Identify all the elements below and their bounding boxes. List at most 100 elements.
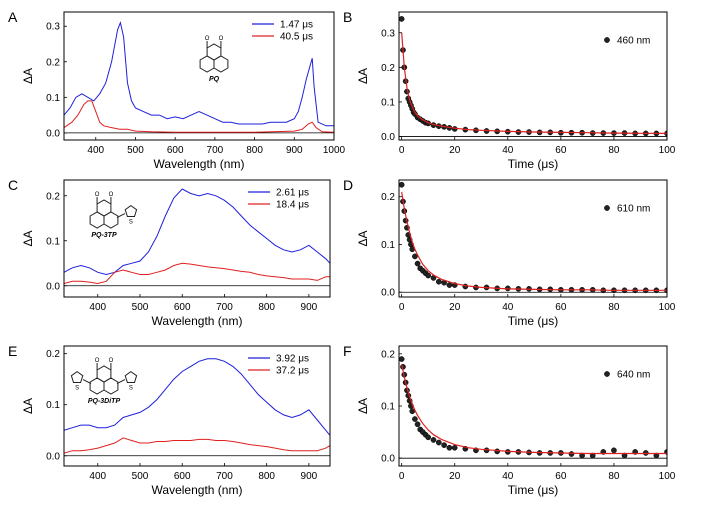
sulfur-atom-label: S xyxy=(75,386,79,392)
y-tick-label: 0.1 xyxy=(381,240,395,251)
x-tick-label: 500 xyxy=(127,145,144,156)
x-tick-label: 800 xyxy=(246,145,263,156)
panel-letter: F xyxy=(343,343,352,359)
plot-frame xyxy=(63,345,331,467)
panel-letter: E xyxy=(8,343,17,359)
y-tick-label: 0.0 xyxy=(46,128,60,139)
y-axis-title: ΔA xyxy=(21,398,35,414)
x-tick-label: 80 xyxy=(608,302,620,313)
x-tick-label: 60 xyxy=(555,471,567,482)
y-tick-label: 0.0 xyxy=(381,132,395,143)
x-axis-title: Wavelength (nm) xyxy=(154,157,245,171)
y-tick-label: 0.2 xyxy=(46,57,60,68)
x-tick-label: 40 xyxy=(502,145,514,156)
panel-a: A 400 500 600 700 800 900 1000 0.0 0.1 0.2 0.3 Wavel… xyxy=(8,9,346,171)
series-line-1 xyxy=(64,21,334,127)
y-tick-label: 0.3 xyxy=(381,28,395,39)
molecule-ring-left xyxy=(199,55,215,73)
x-tick-label: 80 xyxy=(608,471,620,482)
oxygen-atom-label: O xyxy=(205,36,210,42)
legend-label: 2.61 μs xyxy=(276,188,309,199)
oxygen-atom-label: O xyxy=(95,358,100,364)
y-tick-label: 0.3 xyxy=(46,22,60,33)
data-point xyxy=(435,439,442,446)
panel-f: F 0 20 40 60 80 100 0.0 0.1 0.2 Time (μs) ΔA 640 nm xyxy=(343,343,676,497)
legend-marker xyxy=(604,37,610,43)
series-line-1 xyxy=(64,358,330,436)
data-point xyxy=(412,253,418,260)
molecule-label: PQ-3TP xyxy=(91,232,117,239)
legend-label: 37.2 μs xyxy=(276,366,309,377)
molecule-structure: O O S S PQ-3DiTP xyxy=(70,358,138,405)
legend-label: 18.4 μs xyxy=(276,200,309,211)
x-tick-label: 20 xyxy=(449,145,461,156)
x-tick-label: 700 xyxy=(216,471,233,482)
y-tick-label: 0.1 xyxy=(46,93,60,104)
x-tick-label: 0 xyxy=(399,145,405,156)
x-tick-label: 40 xyxy=(502,471,514,482)
plot-data xyxy=(64,188,330,285)
panel-letter: C xyxy=(8,177,18,193)
y-axis-title: ΔA xyxy=(356,398,370,414)
y-axis-title: ΔA xyxy=(356,68,370,84)
x-tick-label: 800 xyxy=(258,302,275,313)
data-point xyxy=(446,282,453,288)
fit-curve xyxy=(401,32,667,134)
data-point xyxy=(611,447,617,454)
x-tick-label: 800 xyxy=(258,471,275,482)
x-axis-title: Time (μs) xyxy=(508,483,558,497)
panel-b: B 0 20 40 60 80 100 0.0 0.1 0.2 0.3 Time (μs) ΔA 460 … xyxy=(343,9,676,171)
data-point xyxy=(568,451,575,457)
x-tick-label: 700 xyxy=(216,302,233,313)
x-tick-label: 500 xyxy=(132,302,149,313)
y-tick-label: 0.0 xyxy=(46,451,60,462)
data-point xyxy=(441,442,447,448)
legend-label: 610 nm xyxy=(617,204,650,215)
y-axis-title: ΔA xyxy=(21,68,35,84)
data-point xyxy=(399,16,405,22)
panel-letter: D xyxy=(343,177,353,193)
molecule-ring-right xyxy=(103,211,119,229)
y-tick-label: 0.2 xyxy=(381,192,395,203)
legend-label: 640 nm xyxy=(617,370,650,381)
y-tick-label: 0.0 xyxy=(381,288,395,299)
plot-frame xyxy=(398,345,668,467)
oxygen-atom-label: O xyxy=(109,192,114,198)
data-point xyxy=(435,278,442,285)
molecule-ring-left xyxy=(89,211,105,229)
y-tick-label: 0.1 xyxy=(381,97,395,108)
thiophene-ring-right xyxy=(124,370,138,383)
x-axis-title: Wavelength (nm) xyxy=(152,314,243,328)
fit-curve xyxy=(401,191,667,291)
x-tick-label: 0 xyxy=(399,302,405,313)
x-tick-label: 40 xyxy=(502,302,514,313)
x-tick-label: 600 xyxy=(167,145,184,156)
molecule-ring-right xyxy=(103,377,119,395)
data-point xyxy=(451,444,458,451)
molecule-ring-left xyxy=(89,377,105,395)
x-tick-label: 80 xyxy=(608,145,620,156)
x-tick-label: 900 xyxy=(286,145,303,156)
oxygen-atom-label: O xyxy=(109,358,114,364)
x-tick-label: 60 xyxy=(555,145,567,156)
plot-data xyxy=(64,358,330,454)
y-tick-label: 0.0 xyxy=(381,454,395,465)
x-tick-label: 600 xyxy=(174,302,191,313)
data-point xyxy=(399,356,405,362)
x-axis-title: Time (μs) xyxy=(508,157,558,171)
data-point xyxy=(446,444,453,451)
x-tick-label: 20 xyxy=(449,302,461,313)
x-tick-label: 900 xyxy=(301,471,318,482)
molecule-label: PQ xyxy=(209,76,220,83)
y-tick-label: 0.1 xyxy=(46,400,60,411)
sulfur-atom-label: S xyxy=(129,386,133,392)
panel-c: C 400 500 600 700 800 900 0.0 0.1 0.2 Wavelength (… xyxy=(8,177,331,328)
plot-frame xyxy=(398,11,668,141)
x-tick-label: 500 xyxy=(132,471,149,482)
molecule-structure: O O S PQ-3TP xyxy=(89,192,138,239)
x-tick-label: 900 xyxy=(301,302,318,313)
sulfur-atom-label: S xyxy=(129,220,133,226)
